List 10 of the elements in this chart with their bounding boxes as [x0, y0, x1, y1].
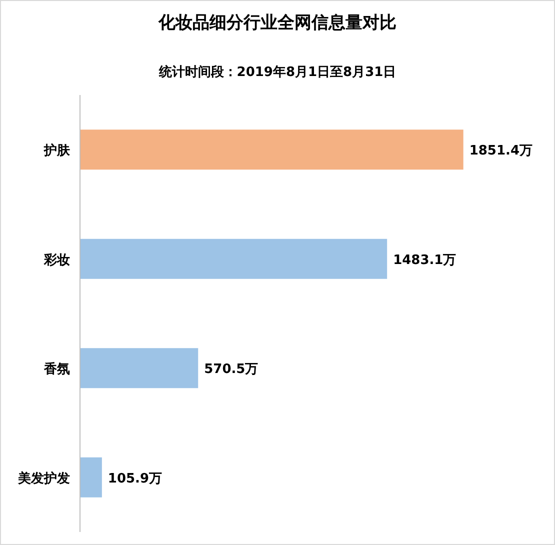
y-tick-label: 护肤	[43, 142, 71, 159]
data-label: 1851.4万	[469, 144, 533, 159]
data-label: 1483.1万	[393, 252, 456, 268]
chart-subtitle: 统计时间段：2019年8月1日至8月31日	[158, 64, 396, 80]
y-tick-label: 美发护发	[17, 470, 70, 486]
y-tick-label: 彩妆	[43, 252, 70, 268]
data-label: 570.5万	[204, 362, 258, 378]
y-tick-label: 香氛	[43, 361, 70, 378]
chart-title: 化妆品细分行业全网信息量对比	[158, 13, 396, 33]
data-label: 105.9万	[108, 471, 162, 486]
